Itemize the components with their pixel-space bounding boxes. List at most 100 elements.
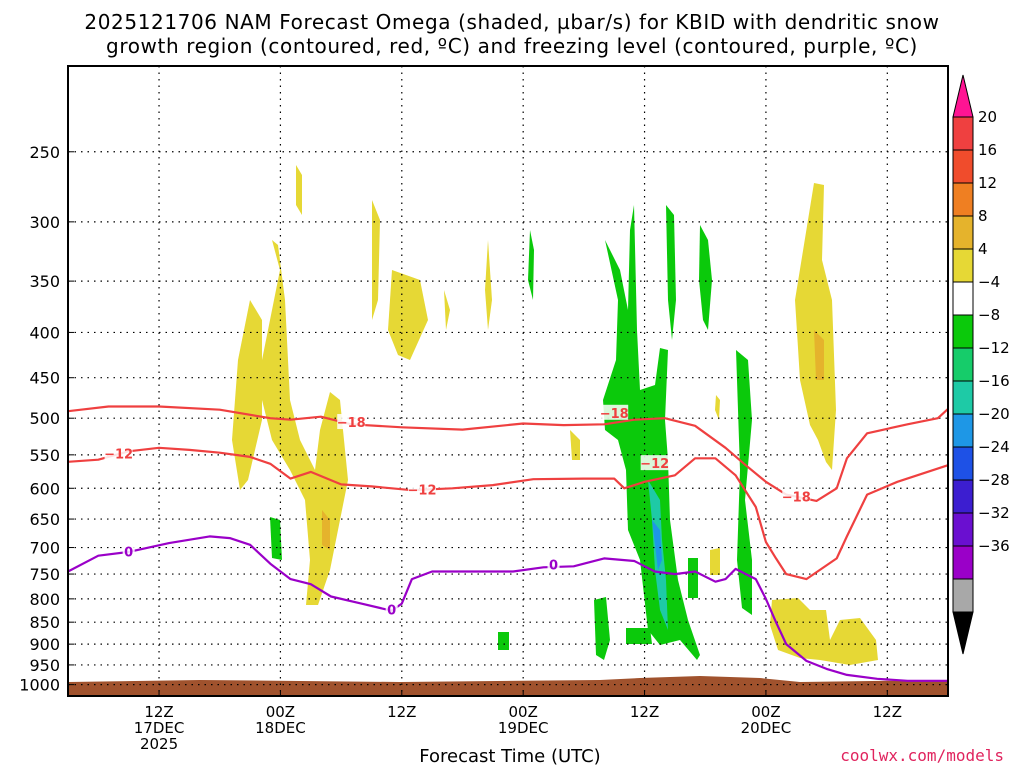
- omega-downward-right-column: [795, 183, 836, 470]
- dgz-contour-label: −18: [782, 491, 811, 506]
- dgz-contour-label: −12: [640, 457, 669, 472]
- y-tick-label: 450: [29, 369, 60, 388]
- omega-downward-blob-e: [570, 430, 580, 460]
- omega-downward-blob-g: [715, 395, 720, 420]
- omega-shading: [68, 165, 948, 696]
- colorbar-cell: [952, 149, 974, 184]
- y-tick-label: 650: [29, 510, 60, 529]
- x-tick-label: 19DEC: [498, 719, 549, 737]
- y-tick-label: 900: [29, 635, 60, 654]
- omega-downward-orange-2: [814, 330, 824, 380]
- omega-upward-blob-2: [666, 205, 676, 340]
- dgz-contour-label: −18: [337, 416, 366, 431]
- colorbar-cell: [952, 314, 974, 349]
- omega-downward-lower-right: [770, 598, 878, 665]
- dgz-contour-label: −18: [600, 407, 629, 422]
- omega-downward-blob-c: [444, 290, 450, 330]
- dgz-contour-label-bg: [337, 414, 366, 430]
- y-tick-label: 250: [29, 143, 60, 162]
- dendritic-growth-contours: −18 −18 −18 −12 −12 −12: [68, 404, 948, 581]
- colorbar-cell: [952, 347, 974, 382]
- y-tick-label: 400: [29, 323, 60, 342]
- colorbar-cell: [952, 281, 974, 316]
- colorbar-cell: [952, 182, 974, 217]
- dgz-contour-label-bg: [408, 481, 437, 497]
- freezing-contour-label-bg: [547, 556, 560, 572]
- x-tick-label: 00Z: [508, 703, 537, 721]
- omega-upward-blob-3: [528, 230, 534, 300]
- colorbar-cell: [952, 380, 974, 415]
- colorbar-top-arrow: [952, 74, 974, 118]
- colorbar-label: −12: [978, 339, 1010, 357]
- omega-downward-main: [262, 240, 348, 605]
- colorbar-cell: [952, 248, 974, 283]
- colorbar-label: −16: [978, 372, 1010, 390]
- freezing-contour-label-bg: [385, 601, 398, 617]
- omega-upward-blue: [652, 520, 662, 570]
- dgz-contour-label: −12: [408, 484, 437, 499]
- dgz-contour-label: −12: [104, 447, 133, 462]
- freezing-contour-label: 0: [124, 545, 133, 560]
- y-tick-label: 300: [29, 213, 60, 232]
- colorbar-cell: [952, 512, 974, 547]
- colorbar-label: 16: [978, 141, 997, 159]
- chart-title: 2025121706 NAM Forecast Omega (shaded, µ…: [0, 10, 1024, 58]
- y-tick-label: 600: [29, 479, 60, 498]
- y-tick-label: 700: [29, 539, 60, 558]
- y-tick-label: 550: [29, 446, 60, 465]
- y-tick-label: 950: [29, 656, 60, 675]
- colorbar: 20 16 12 8 4 −4 −8 −12 −16 −20 −24 −28 −32 −36: [952, 74, 1010, 655]
- freezing-contour-label-bg: [122, 543, 135, 559]
- omega-upward-blob-6: [594, 597, 610, 660]
- colorbar-cell: [952, 578, 974, 613]
- freezing-contour-label: 0: [549, 559, 558, 574]
- plot-frame: [67, 65, 949, 697]
- y-tick-label: 1000: [19, 676, 60, 695]
- x-tick-label: 12Z: [387, 703, 416, 721]
- colorbar-label: −32: [978, 504, 1010, 522]
- omega-upward-core: [603, 205, 700, 660]
- x-axis-label: Forecast Time (UTC): [419, 746, 601, 767]
- colorbar-label: 12: [978, 174, 997, 192]
- y-tick-label: 750: [29, 565, 60, 584]
- omega-upward-blob-9: [688, 558, 698, 598]
- colorbar-label: 20: [978, 108, 997, 126]
- colorbar-label: 4: [978, 240, 988, 258]
- y-axis-ticks: 250 300 350 400 450 500 550 600 650 700 750 800 850 9…: [19, 143, 74, 695]
- x-tick-label: 00Z: [266, 703, 295, 721]
- y-tick-label: 800: [29, 590, 60, 609]
- x-tick-label: 12Z: [873, 703, 902, 721]
- omega-downward-left-arm: [232, 300, 262, 490]
- y-tick-label: 500: [29, 409, 60, 428]
- colorbar-cell: [952, 215, 974, 250]
- dgz-contour-line: [68, 405, 948, 502]
- dgz-contour-label-bg: [782, 488, 811, 504]
- colorbar-cell: [952, 116, 974, 151]
- colorbar-label: −36: [978, 537, 1010, 555]
- colorbar-label: −24: [978, 438, 1010, 456]
- colorbar-cell: [952, 545, 974, 580]
- credit-text: coolwx.com/models: [840, 746, 1004, 765]
- x-tick-label: 17DEC: [134, 719, 185, 737]
- omega-downward-blob-d: [485, 240, 492, 330]
- colorbar-cell: [952, 479, 974, 514]
- freezing-level-contours: 0 0 0: [68, 535, 948, 682]
- dgz-contour-line: [68, 446, 948, 581]
- y-tick-label: 850: [29, 613, 60, 632]
- omega-upward-blob-8: [626, 628, 652, 644]
- x-tick-label: 2025: [140, 735, 178, 753]
- dgz-contour-label-bg: [600, 404, 629, 420]
- x-tick-label: 00Z: [751, 703, 780, 721]
- colorbar-cell: [952, 446, 974, 481]
- omega-downward-blob-a: [372, 200, 380, 320]
- x-tick-label: 12Z: [630, 703, 659, 721]
- omega-upward-blob-5: [270, 517, 282, 560]
- colorbar-cell: [952, 413, 974, 448]
- terrain-surface: [68, 676, 948, 696]
- colorbar-label: −20: [978, 405, 1010, 423]
- omega-upward-blob-4: [736, 350, 752, 615]
- chart-title-line-2: growth region (contoured, red, ºC) and f…: [106, 34, 918, 58]
- colorbar-label: −4: [978, 273, 1000, 291]
